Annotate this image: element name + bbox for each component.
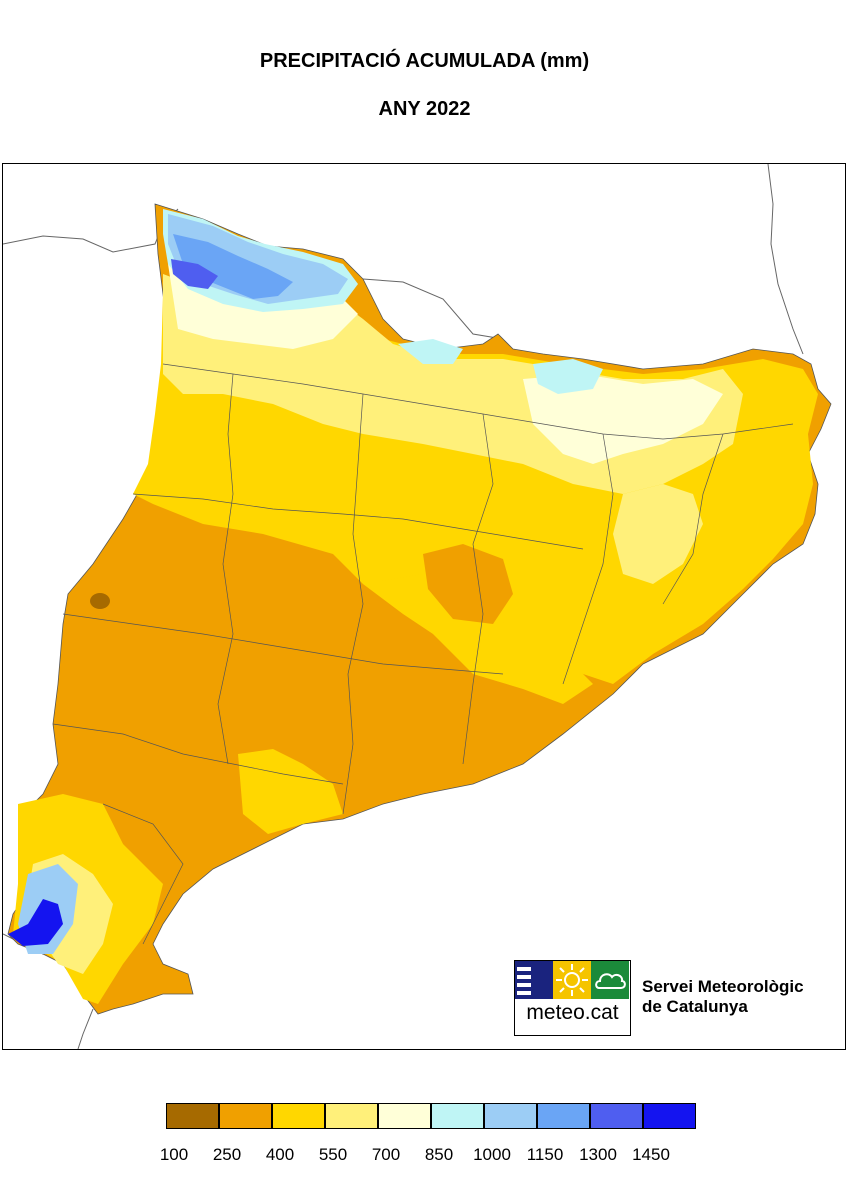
zone-550-east	[613, 484, 703, 584]
logo-text: meteo.cat	[526, 1001, 619, 1024]
legend-tick-label: 400	[265, 1145, 295, 1164]
legend-swatch	[431, 1103, 484, 1129]
map-subtitle-year: ANY 2022	[378, 98, 471, 120]
legend-tick-label: 1150	[526, 1145, 564, 1164]
legend-swatch	[484, 1103, 537, 1129]
legend-tick-label: 700	[371, 1145, 401, 1164]
border-france-east	[362, 278, 504, 340]
legend-tick-label: 1450	[632, 1145, 670, 1164]
legend-swatch	[166, 1103, 219, 1129]
zone-850-northeast	[533, 359, 603, 394]
zone-100-spot	[90, 593, 110, 609]
legend-tick-label: 1300	[579, 1145, 617, 1164]
precipitation-map	[2, 163, 846, 1050]
legend-tick-label: 850	[424, 1145, 454, 1164]
legend-swatch	[272, 1103, 325, 1129]
zone-700-east	[523, 374, 723, 464]
sun-icon	[553, 961, 591, 999]
meteo-cat-logo: meteo.cat	[514, 960, 631, 1036]
logo-lines-box	[515, 961, 553, 999]
zone-1300-aran	[171, 259, 218, 289]
legend-swatch	[643, 1103, 696, 1129]
legend-swatch	[325, 1103, 378, 1129]
zone-250-centre-east	[423, 544, 513, 624]
border-france-andorra	[3, 208, 179, 253]
legend-swatch	[590, 1103, 643, 1129]
legend-tick-label: 100	[159, 1145, 189, 1164]
zone-1150-aran	[173, 234, 293, 299]
zone-850-north	[398, 339, 463, 364]
legend-tick-label: 250	[212, 1145, 242, 1164]
organization-name-line1: Servei Meteorològic	[642, 977, 804, 996]
border-north-east	[767, 164, 804, 355]
legend-swatch	[537, 1103, 590, 1129]
border-south	[77, 1008, 94, 1049]
legend-swatch	[378, 1103, 431, 1129]
legend-swatch	[219, 1103, 272, 1129]
zone-400-centre	[363, 574, 593, 704]
legend-tick-label: 1000	[473, 1145, 511, 1164]
map-title: PRECIPITACIÓ ACUMULADA (mm)	[259, 50, 590, 72]
zone-1450-ports	[8, 899, 63, 946]
cloud-icon	[591, 961, 629, 999]
organization-name-line2: de Catalunya	[642, 997, 748, 1016]
legend-tick-label: 550	[318, 1145, 348, 1164]
